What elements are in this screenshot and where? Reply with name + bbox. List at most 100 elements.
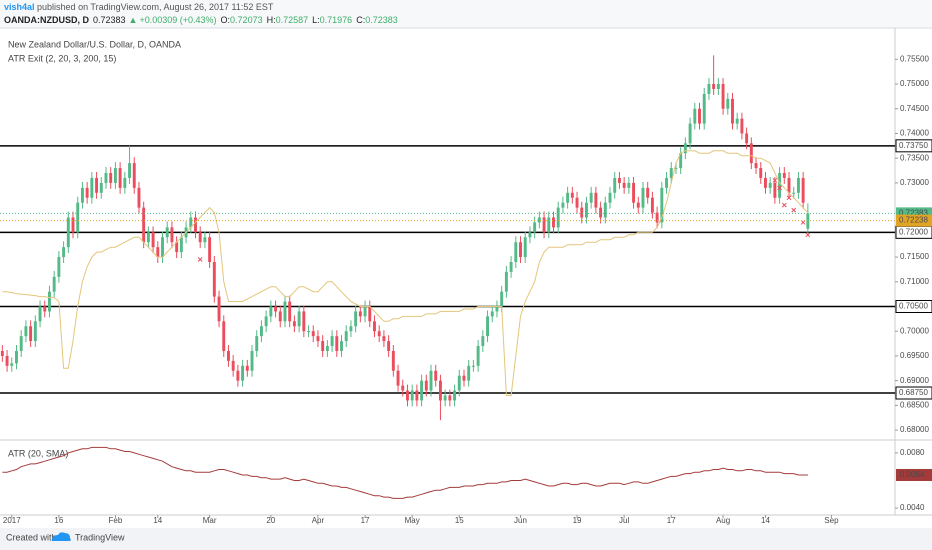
candle-body	[608, 192, 612, 203]
y-tick-label: 0.70000	[900, 326, 929, 335]
candle-body	[561, 202, 565, 208]
candle-body	[716, 84, 720, 89]
ohlc-value: 0.72587	[276, 15, 309, 25]
candle-body	[368, 306, 372, 322]
candle-body	[387, 341, 391, 351]
candle-body	[231, 360, 235, 371]
atr-last-box	[896, 468, 932, 481]
y-tick-label: 0.68000	[900, 425, 929, 434]
candle-body	[778, 173, 782, 198]
candle-body	[227, 350, 230, 361]
exit-signal	[777, 185, 782, 191]
candle-body	[617, 177, 621, 183]
x-tick-label: 2017	[3, 516, 21, 525]
candle-body	[481, 336, 485, 347]
candle-body	[683, 143, 687, 154]
atr-last-label: 0.0064	[900, 470, 925, 479]
atr-y-tick-label: 0.0040	[900, 503, 925, 512]
candle-body	[622, 182, 626, 188]
candle-body	[76, 202, 80, 233]
candle-body	[165, 227, 169, 238]
candle-body	[599, 207, 603, 218]
candle-body	[575, 197, 579, 208]
candle-body	[354, 311, 358, 327]
candle-body	[707, 84, 711, 94]
candle-body	[726, 98, 730, 109]
ohlc-value: 0.72383	[365, 15, 398, 25]
candle-body	[146, 232, 150, 243]
candle-body	[646, 187, 650, 198]
arrow: ▲	[129, 15, 138, 25]
price: 0.72383	[93, 15, 126, 25]
candle-body	[302, 311, 306, 332]
candle-body	[514, 242, 518, 262]
candle-body	[236, 370, 240, 381]
candle-body	[142, 207, 146, 243]
candle-body	[71, 217, 75, 233]
level-box	[895, 299, 932, 313]
y-tick-label: 0.71000	[900, 277, 929, 286]
y-tick-label: 0.69000	[900, 376, 929, 385]
candle-body	[655, 212, 659, 223]
candle-body	[533, 222, 537, 233]
candle-body	[519, 242, 522, 258]
y-tick-label: 0.71500	[900, 252, 929, 261]
candle-body	[424, 380, 428, 391]
candle-body	[48, 291, 51, 312]
candle-body	[749, 143, 753, 164]
candle-body	[349, 326, 353, 332]
candle-body	[660, 187, 664, 223]
candle-body	[768, 182, 772, 188]
candle-body	[259, 326, 263, 337]
candle-body	[288, 301, 292, 322]
candle-body	[137, 187, 141, 208]
candle-body	[773, 182, 777, 198]
exit-signal	[772, 178, 778, 183]
level-box	[895, 139, 932, 153]
candle-body	[585, 202, 588, 218]
candle-body	[693, 108, 697, 124]
ohlc-key: O:	[221, 15, 231, 25]
candle-body	[556, 207, 560, 228]
candle-body	[443, 395, 447, 401]
level-label: 0.72000	[899, 227, 928, 236]
candle-body	[99, 182, 103, 193]
candle-body	[462, 375, 466, 381]
candle-body	[429, 370, 433, 391]
candle-body	[358, 311, 362, 317]
candle-body	[123, 177, 127, 188]
change: +0.00309 (+0.43%)	[139, 15, 216, 25]
candle-body	[712, 84, 716, 89]
candle-body	[250, 350, 254, 371]
candle-body	[636, 202, 640, 208]
candle-body	[504, 271, 508, 292]
candle-body	[80, 187, 84, 203]
x-tick-label: Jun	[514, 516, 527, 525]
author[interactable]: vish4al	[4, 2, 35, 12]
footer-brand[interactable]: TradingView	[75, 532, 125, 542]
candle-body	[128, 163, 131, 178]
candle-body	[90, 177, 94, 198]
candle-body	[523, 237, 527, 258]
candle-body	[796, 177, 800, 193]
candle-body	[674, 168, 678, 170]
candle-body	[401, 385, 405, 391]
candle-body	[255, 336, 259, 351]
candle-body	[307, 331, 310, 333]
candle-body	[665, 177, 668, 188]
ohlc-value: 0.71976	[320, 15, 353, 25]
ohlc-key: H:	[267, 15, 276, 25]
atr-exit-last-box	[896, 214, 932, 227]
candle-body	[325, 346, 329, 351]
x-tick-label: Apr	[312, 516, 325, 525]
exit-signal	[800, 220, 806, 225]
candle-body	[377, 331, 381, 337]
exit-signal	[805, 232, 811, 238]
level-label: 0.68750	[899, 388, 928, 397]
exit-signal	[786, 195, 792, 201]
candle-body	[208, 237, 212, 262]
candle-body	[161, 237, 164, 258]
x-tick-label: May	[405, 516, 420, 525]
header-bar	[0, 0, 932, 28]
candle-body	[5, 355, 9, 366]
